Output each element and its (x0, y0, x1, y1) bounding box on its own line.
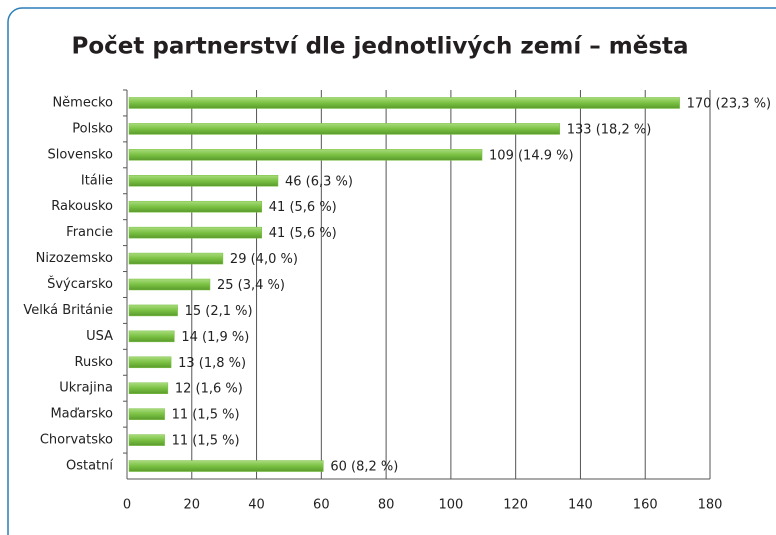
x-tick-label: 180 (698, 498, 723, 513)
bar (128, 252, 224, 265)
y-tick-label: Ostatní (66, 459, 113, 474)
value-label: 109 (14.9 %) (489, 148, 574, 163)
bar (128, 460, 324, 472)
bar (128, 226, 263, 239)
y-tick-label: USA (86, 329, 113, 344)
y-tick-label: Ukrajina (59, 381, 113, 396)
y-tick-label: Polsko (72, 121, 113, 136)
value-label: 170 (23,3 %) (687, 96, 772, 111)
y-tick-label: Nizozemsko (36, 251, 113, 266)
value-label: 29 (4,0 %) (230, 252, 298, 267)
value-label: 60 (8,2 %) (330, 460, 398, 475)
value-label: 11 (1,5 %) (172, 434, 240, 449)
value-label: 11 (1,5 %) (172, 408, 240, 423)
chart-title: Počet partnerství dle jednotlivých zemí … (71, 34, 688, 60)
y-tick-label: Chorvatsko (40, 433, 113, 448)
value-label: 46 (6,3 %) (285, 174, 353, 189)
bar (128, 408, 165, 420)
panel (7, 7, 776, 535)
y-tick-label: Rakousko (51, 199, 113, 214)
y-tick-label: Itálie (81, 173, 113, 188)
x-tick-label: 120 (503, 498, 528, 513)
x-tick-label: 20 (184, 498, 201, 513)
bar (128, 330, 175, 343)
x-tick-label: 80 (378, 498, 395, 513)
x-tick-label: 160 (633, 498, 658, 513)
bar (128, 382, 169, 394)
bar (128, 123, 561, 135)
value-label: 12 (1,6 %) (175, 382, 243, 397)
bar (128, 149, 483, 161)
y-tick-label: Velká Británie (23, 303, 113, 318)
y-tick-label: Francie (66, 225, 113, 240)
value-label: 41 (5,6 %) (269, 200, 337, 215)
y-tick-label: Rusko (75, 355, 114, 370)
x-tick-label: 40 (248, 498, 265, 513)
value-label: 15 (2,1 %) (185, 304, 253, 319)
bar (128, 200, 263, 213)
bar (128, 278, 211, 291)
y-tick-label: Slovensko (47, 147, 113, 162)
bar (128, 434, 165, 446)
value-label: 41 (5,6 %) (269, 226, 337, 241)
y-tick-label: Švýcarsko (47, 276, 113, 292)
value-label: 25 (3,4 %) (217, 278, 285, 293)
x-tick-label: 60 (313, 498, 330, 513)
bar (128, 304, 178, 317)
y-tick-label: Maďarsko (50, 407, 113, 422)
value-label: 133 (18,2 %) (567, 122, 652, 137)
value-label: 14 (1,9 %) (181, 330, 249, 345)
x-tick-label: 100 (438, 498, 463, 513)
x-tick-label: 0 (123, 498, 131, 513)
value-label: 13 (1,8 %) (178, 356, 246, 371)
x-tick-label: 140 (568, 498, 593, 513)
y-tick-label: Německo (52, 95, 113, 110)
bar (128, 97, 680, 109)
bar (128, 356, 172, 369)
bar (128, 175, 279, 187)
